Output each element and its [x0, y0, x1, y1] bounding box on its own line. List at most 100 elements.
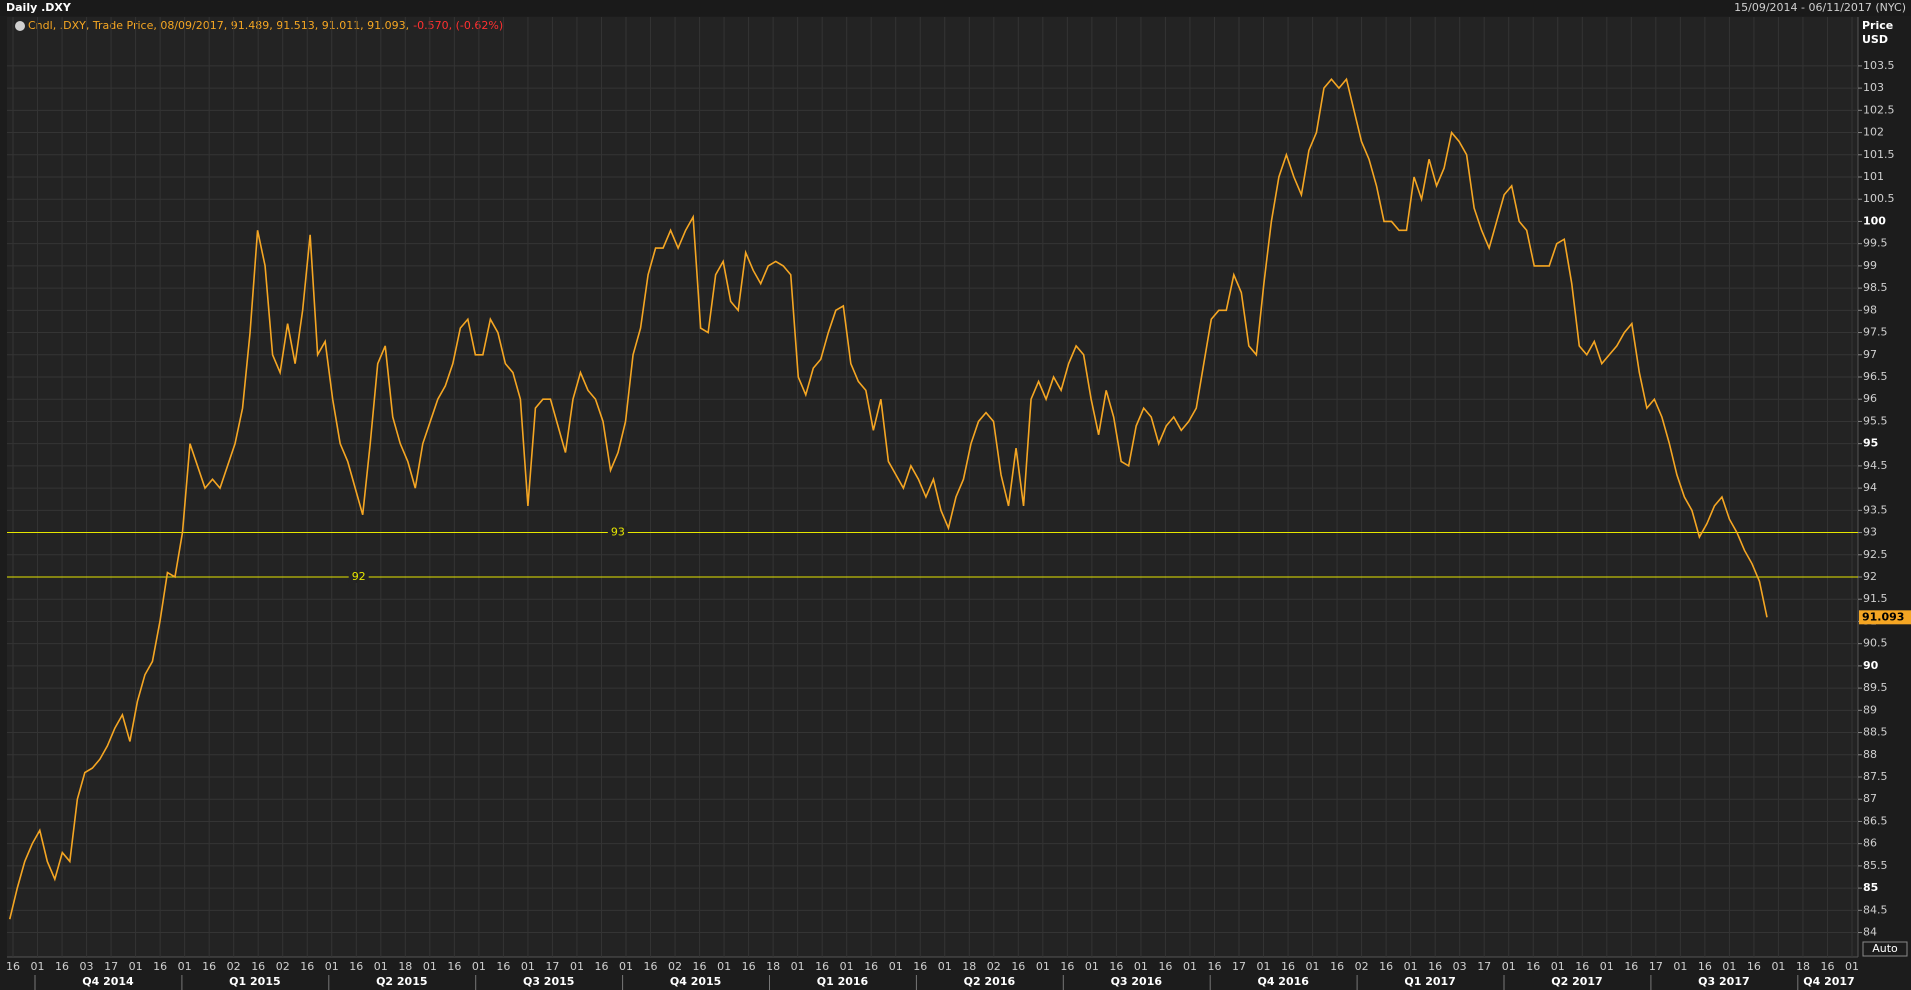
y-tick-label: 85.5: [1863, 859, 1888, 872]
x-tick-label: 16: [1526, 960, 1540, 973]
quarter-label: Q1 2017: [1404, 975, 1455, 988]
x-tick-label: 16: [153, 960, 167, 973]
x-tick-label: 16: [6, 960, 20, 973]
y-tick-label: 93.5: [1863, 503, 1888, 516]
y-tick-label: 93: [1863, 526, 1877, 539]
quarter-label: Q4 2014: [82, 975, 134, 988]
x-tick-label: 01: [472, 960, 486, 973]
last-price-tag: [1859, 610, 1911, 625]
x-tick-label: 01: [1600, 960, 1614, 973]
chart-title: Daily .DXY: [6, 1, 72, 14]
y-tick-label: 95: [1863, 437, 1878, 450]
legend-change: -0.570, (-0.62%): [413, 19, 503, 32]
quarter-label: Q3 2017: [1698, 975, 1749, 988]
x-tick-label: 16: [1379, 960, 1393, 973]
y-tick-label: 103.5: [1863, 59, 1895, 72]
y-axis-unit: USD: [1862, 33, 1888, 46]
y-tick-label: 100: [1863, 214, 1886, 227]
x-tick-label: 18: [1796, 960, 1810, 973]
x-tick-label: 01: [129, 960, 143, 973]
y-tick-label: 87.5: [1863, 770, 1888, 783]
quarter-label: Q1 2015: [229, 975, 280, 988]
x-tick-label: 01: [1404, 960, 1418, 973]
x-tick-label: 01: [1845, 960, 1859, 973]
y-tick-label: 89.5: [1863, 681, 1888, 694]
x-tick-label: 18: [962, 960, 976, 973]
x-tick-label: 01: [423, 960, 437, 973]
y-tick-label: 99: [1863, 259, 1877, 272]
y-tick-label: 89: [1863, 703, 1877, 716]
x-tick-label: 02: [1355, 960, 1369, 973]
x-tick-label: 01: [840, 960, 854, 973]
y-tick-label: 96: [1863, 392, 1877, 405]
x-tick-label: 16: [349, 960, 363, 973]
x-tick-label: 16: [1011, 960, 1025, 973]
x-tick-label: 16: [202, 960, 216, 973]
auto-button[interactable]: [1862, 941, 1908, 957]
x-tick-label: 02: [276, 960, 290, 973]
y-tick-label: 95.5: [1863, 414, 1888, 427]
quarter-label: Q2 2017: [1551, 975, 1602, 988]
y-tick-label: 92: [1863, 570, 1877, 583]
x-tick-label: 02: [227, 960, 241, 973]
price-line: [8, 77, 1768, 920]
x-tick-label: 16: [1281, 960, 1295, 973]
level-label: 93: [611, 526, 625, 539]
x-tick-label: 01: [619, 960, 633, 973]
x-tick-label: 18: [766, 960, 780, 973]
y-tick-label: 88: [1863, 748, 1877, 761]
x-tick-label: 01: [31, 960, 45, 973]
x-tick-label: 01: [1036, 960, 1050, 973]
quarter-label: Q4 2015: [670, 975, 721, 988]
x-tick-label: 16: [1747, 960, 1761, 973]
quarter-label: Q2 2016: [964, 975, 1016, 988]
y-tick-label: 98: [1863, 303, 1877, 316]
x-tick-label: 01: [325, 960, 339, 973]
legend-text: Cndl, .DXY, Trade Price, 08/09/2017, 91.…: [28, 19, 409, 32]
x-tick-label: 16: [644, 960, 658, 973]
x-tick-label: 01: [1257, 960, 1271, 973]
quarter-label: Q4 2016: [1257, 975, 1309, 988]
y-tick-label: 100.5: [1863, 192, 1895, 205]
x-tick-label: 16: [1060, 960, 1074, 973]
y-tick-label: 92.5: [1863, 548, 1888, 561]
x-tick-label: 01: [1134, 960, 1148, 973]
level-label-bg: [607, 526, 628, 539]
date-range: 15/09/2014 - 06/11/2017 (NYC): [1734, 1, 1906, 14]
y-tick-label: 97: [1863, 348, 1877, 361]
x-tick-label: 16: [864, 960, 878, 973]
y-tick-label: 87: [1863, 792, 1877, 805]
legend-icon[interactable]: [15, 21, 25, 31]
x-tick-label: 01: [1502, 960, 1516, 973]
level-label-bg: [348, 571, 369, 583]
last-price-label: 91.093: [1862, 610, 1904, 623]
y-tick-label: 84: [1863, 926, 1877, 939]
x-tick-label: 16: [1330, 960, 1344, 973]
quarter-label: Q3 2016: [1111, 975, 1163, 988]
x-tick-label: 16: [1575, 960, 1589, 973]
y-tick-label: 97.5: [1863, 326, 1888, 339]
x-tick-label: 17: [1477, 960, 1491, 973]
x-tick-label: 01: [717, 960, 731, 973]
x-tick-label: 16: [1820, 960, 1834, 973]
x-tick-label: 18: [398, 960, 412, 973]
y-tick-label: 96.5: [1863, 370, 1888, 383]
y-tick-label: 102: [1863, 126, 1884, 139]
y-tick-label: 103: [1863, 81, 1884, 94]
x-tick-label: 02: [987, 960, 1001, 973]
y-tick-label: 102.5: [1863, 103, 1895, 116]
x-tick-label: 16: [742, 960, 756, 973]
x-tick-label: 16: [815, 960, 829, 973]
x-tick-label: 01: [1771, 960, 1785, 973]
y-tick-label: 88.5: [1863, 726, 1888, 739]
x-tick-label: 02: [668, 960, 682, 973]
x-tick-label: 03: [1453, 960, 1467, 973]
auto-button-label[interactable]: Auto: [1872, 942, 1898, 955]
y-tick-label: 99.5: [1863, 237, 1888, 250]
x-tick-label: 17: [104, 960, 118, 973]
quarter-label: Q2 2015: [376, 975, 427, 988]
x-tick-label: 16: [693, 960, 707, 973]
x-tick-label: 01: [521, 960, 535, 973]
quarter-label: Q1 2016: [817, 975, 869, 988]
x-tick-label: 17: [1649, 960, 1663, 973]
